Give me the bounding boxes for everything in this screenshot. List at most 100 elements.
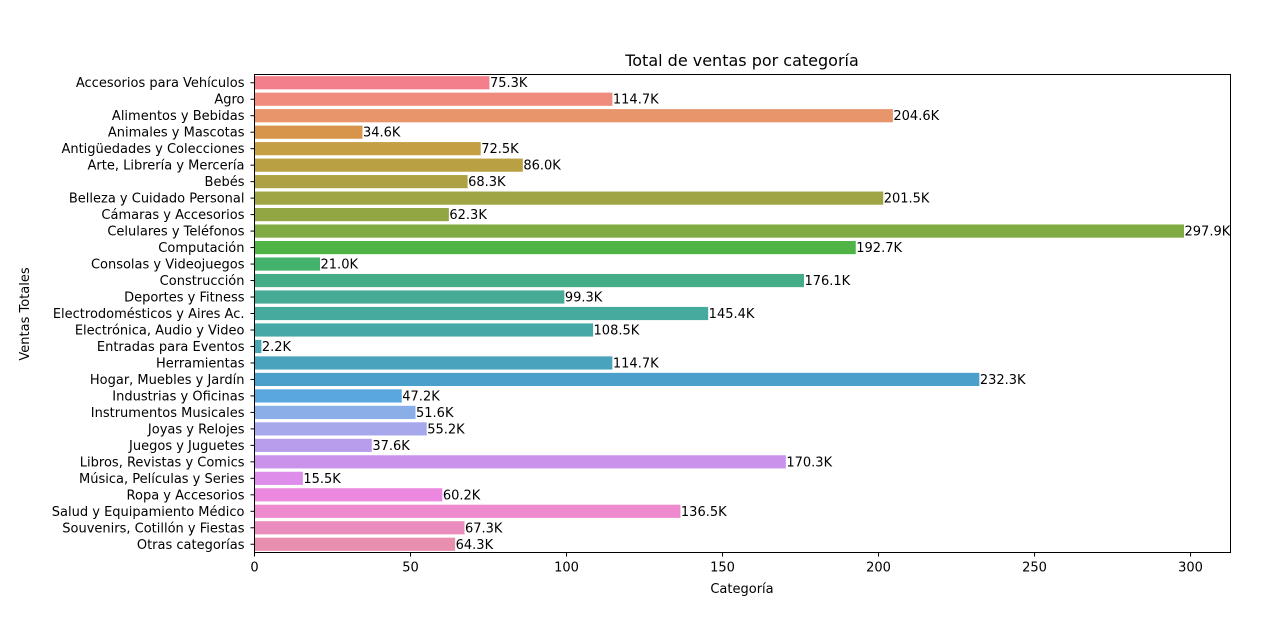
- y-tick-label: Antigüedades y Colecciones: [61, 142, 244, 157]
- bar: [254, 109, 893, 123]
- bar-value-label: 114.7K: [613, 356, 659, 371]
- bar: [254, 240, 856, 255]
- y-tick-label: Belleza y Cuidado Personal: [69, 192, 245, 207]
- bar: [254, 504, 681, 518]
- bar-value-label: 68.3K: [468, 175, 506, 190]
- bar-value-label: 145.4K: [709, 307, 755, 322]
- bar: [254, 290, 565, 304]
- bar: [254, 273, 804, 288]
- bar-value-label: 2.2K: [262, 340, 292, 355]
- bar-value-label: 136.5K: [681, 505, 727, 520]
- bar-value-label: 232.3K: [980, 373, 1026, 388]
- x-tick-label: 200: [866, 561, 891, 576]
- x-tick-label: 0: [250, 561, 258, 576]
- bar-value-label: 170.3K: [786, 455, 832, 470]
- x-axis-title: Categoría: [710, 582, 773, 597]
- y-tick-label: Hogar, Muebles y Jardín: [90, 373, 245, 388]
- bar: [254, 175, 468, 189]
- y-axis-title: Ventas Totales: [18, 267, 33, 360]
- bar: [254, 488, 443, 502]
- y-tick-label: Instrumentos Musicales: [91, 406, 245, 421]
- bar: [254, 323, 594, 337]
- y-tick-label: Accesorios para Vehículos: [76, 76, 245, 91]
- bar-value-label: 21.0K: [321, 258, 359, 273]
- bar: [254, 405, 416, 419]
- y-tick-label: Consolas y Videojuegos: [91, 258, 245, 273]
- bar-value-label: 108.5K: [594, 323, 640, 338]
- y-tick-label: Ropa y Accesorios: [127, 488, 245, 503]
- data-labels-group: 75.3K 114.7K 204.6K 34.6K 72.5K 86.0K 68.3K 201…: [262, 76, 1231, 553]
- bar: [254, 76, 490, 90]
- bar: [254, 92, 613, 106]
- x-tick-label: 250: [1022, 561, 1047, 576]
- y-tick-label: Deportes y Fitness: [124, 291, 245, 306]
- bar: [254, 158, 523, 172]
- bar-value-label: 34.6K: [363, 126, 401, 141]
- bar: [254, 142, 481, 156]
- bar-value-label: 201.5K: [884, 192, 930, 207]
- y-tick-label: Música, Películas y Series: [79, 472, 245, 487]
- y-tick-label: Joyas y Relojes: [147, 422, 245, 437]
- bar-value-label: 176.1K: [804, 274, 850, 289]
- bar-value-label: 86.0K: [523, 159, 561, 174]
- bar-value-label: 64.3K: [456, 538, 494, 553]
- bar-value-label: 72.5K: [481, 142, 519, 157]
- bar: [254, 521, 465, 535]
- bar-value-label: 51.6K: [416, 406, 454, 421]
- bar-value-label: 67.3K: [465, 521, 503, 536]
- bar: [254, 191, 884, 205]
- bar-value-label: 204.6K: [893, 109, 939, 124]
- x-tick-label: 100: [554, 561, 579, 576]
- y-tick-label: Animales y Mascotas: [108, 126, 245, 141]
- bar: [254, 356, 613, 370]
- bar: [254, 306, 709, 321]
- x-tick-label: 150: [710, 561, 735, 576]
- y-tick-label: Construcción: [160, 274, 245, 289]
- y-tick-label: Souvenirs, Cotillón y Fiestas: [62, 521, 244, 536]
- bar-value-label: 15.5K: [303, 472, 341, 487]
- bar: [254, 471, 303, 485]
- bar-value-label: 62.3K: [449, 208, 487, 223]
- bar-value-label: 55.2K: [427, 422, 465, 437]
- bar: [254, 339, 262, 354]
- x-axis: 0 50 100 150 200 250 300: [250, 552, 1203, 576]
- bar: [254, 224, 1185, 238]
- bar-value-label: 47.2K: [402, 389, 440, 404]
- bar: [254, 372, 980, 387]
- y-tick-label: Arte, Librería y Mercería: [88, 159, 245, 174]
- y-tick-label: Industrias y Oficinas: [112, 389, 244, 404]
- bar: [254, 422, 427, 436]
- bar: [254, 125, 363, 139]
- bar: [254, 455, 786, 469]
- y-tick-label: Herramientas: [156, 356, 245, 371]
- y-tick-label: Libros, Revistas y Comics: [80, 455, 245, 470]
- y-tick-label: Celulares y Teléfonos: [107, 225, 244, 240]
- bar: [254, 438, 372, 452]
- bar: [254, 389, 402, 403]
- bars-group: [254, 76, 1185, 551]
- y-tick-label: Cámaras y Accesorios: [101, 208, 244, 223]
- bar: [254, 257, 321, 271]
- y-tick-label: Electrónica, Audio y Video: [75, 323, 245, 338]
- x-tick-label: 50: [402, 561, 419, 576]
- x-tick-label: 300: [1178, 561, 1203, 576]
- y-tick-label: Bebés: [205, 175, 245, 190]
- bar-value-label: 297.9K: [1185, 225, 1231, 240]
- plot-area-frame: [254, 74, 1231, 553]
- y-tick-label: Computación: [158, 241, 244, 256]
- bar-value-label: 192.7K: [856, 241, 902, 256]
- bar-value-label: 75.3K: [490, 76, 528, 91]
- y-tick-label: Alimentos y Bebidas: [112, 109, 245, 124]
- chart-title: Total de ventas por categoría: [624, 51, 859, 70]
- y-tick-label: Salud y Equipamiento Médico: [52, 505, 245, 520]
- bar: [254, 537, 456, 551]
- bar-value-label: 114.7K: [613, 93, 659, 108]
- y-tick-label: Agro: [214, 93, 244, 108]
- bar-value-label: 60.2K: [443, 488, 481, 503]
- y-tick-label: Electrodomésticos y Aires Ac.: [53, 307, 245, 322]
- bar: [254, 208, 449, 222]
- bar-value-label: 37.6K: [372, 439, 410, 454]
